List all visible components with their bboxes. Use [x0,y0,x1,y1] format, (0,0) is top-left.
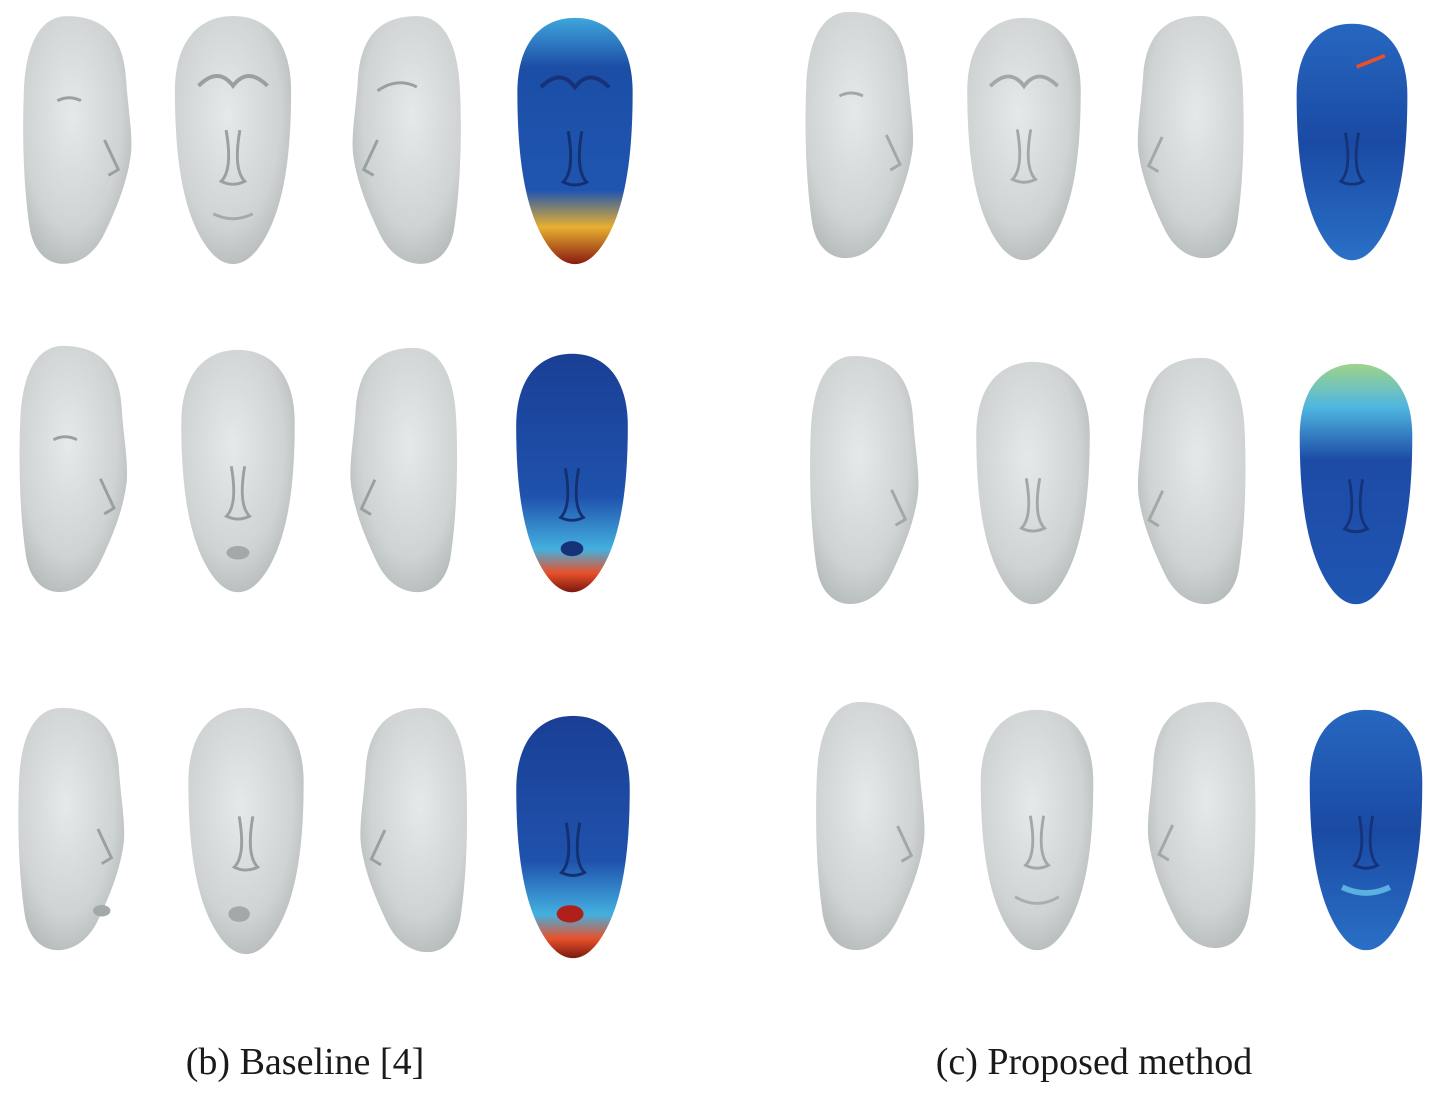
mesh-front [962,706,1112,954]
error-map [1286,360,1426,608]
mesh-right-profile [1130,354,1254,608]
mesh-right-profile [338,344,470,596]
mesh-left-profile [6,704,136,954]
mesh-right-profile [348,12,466,268]
mesh-left-profile [4,342,142,596]
panel-caption: (b) Baseline [4] [185,1041,425,1083]
panel-caption: (c) Proposed method [935,1041,1253,1083]
mesh-right-profile [1140,698,1264,952]
error-map [500,14,650,268]
error-map [1284,20,1420,264]
mesh-front [958,358,1108,608]
error-map [494,712,652,962]
error-map [1290,706,1442,954]
mesh-front [168,12,298,268]
mesh-right-profile [352,704,476,956]
mesh-front [164,704,328,958]
panel-proposed: (c) Proposed method [724,0,1448,1094]
mesh-front [160,346,316,596]
mesh-front [956,14,1092,264]
mesh-left-profile [794,8,924,262]
mesh-left-profile [798,352,930,608]
mesh-left-profile [806,698,934,954]
error-map [492,350,652,596]
mesh-right-profile [1130,12,1252,262]
panel-baseline: (b) Baseline [4] [0,0,724,1083]
mesh-left-profile [18,12,136,268]
